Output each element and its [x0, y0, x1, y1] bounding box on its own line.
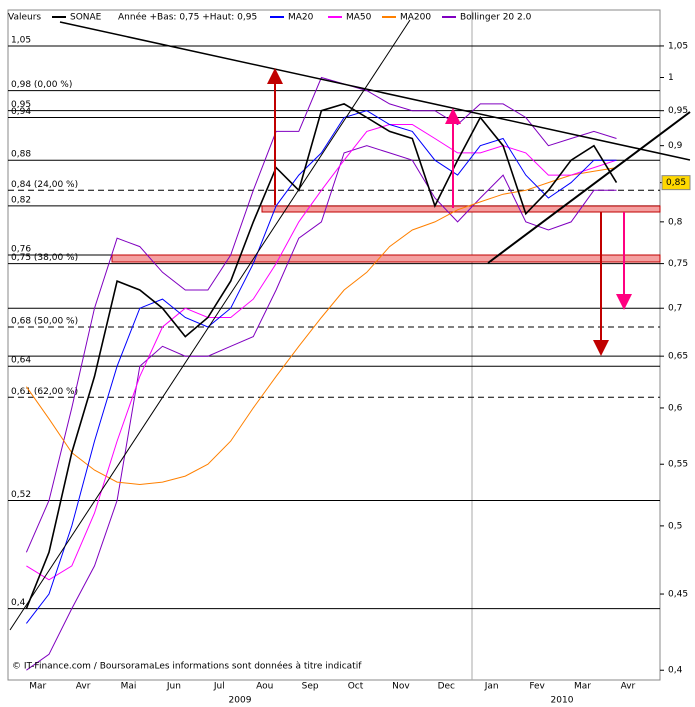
level-label: 0,68 (50,00 %): [11, 316, 78, 326]
y-tick-label: 0,55: [668, 460, 688, 470]
level-label: 1,05: [11, 35, 31, 45]
x-tick-label: Oct: [348, 682, 364, 692]
y-tick-label: 1,05: [668, 41, 688, 51]
x-tick-label: Fev: [529, 682, 545, 692]
header: Valeurs: [8, 13, 41, 23]
y-tick-label: 0,9: [668, 141, 683, 151]
x-tick-label: Jun: [166, 682, 181, 692]
level-label: 0,94: [11, 107, 31, 117]
y-tick-label: 0,65: [668, 352, 688, 362]
trend-line: [59, 21, 691, 161]
x-tick-label: Jul: [213, 682, 225, 692]
arrows: [267, 68, 632, 356]
y-tick-label: 0,5: [668, 521, 682, 531]
trend-lines: [9, 19, 691, 631]
level-label: 0,52: [11, 490, 31, 500]
y-tick-label: 0,6: [668, 403, 683, 413]
x-tick-label: Nov: [392, 682, 410, 692]
series-line: [25, 103, 618, 609]
y-tick-label: 1: [668, 73, 674, 83]
level-label: 0,64: [11, 356, 31, 366]
series-line: [26, 124, 617, 581]
year-label: 2010: [551, 696, 574, 706]
x-tick-label: Jan: [484, 682, 499, 692]
x-tick-label: Aou: [256, 682, 273, 692]
legend-label: Bollinger 20 2.0: [460, 13, 532, 23]
y-tick-label: 0,4: [668, 666, 683, 676]
legend-label: MA20: [288, 13, 314, 23]
plot-frame: [7, 9, 661, 681]
trend-line: [487, 111, 691, 264]
legend-label: MA50: [346, 13, 372, 23]
level-label: 0,84 (24,00 %): [11, 180, 78, 190]
x-tick-label: Sep: [302, 682, 319, 692]
trend-line: [9, 19, 411, 631]
x-tick-label: Mar: [29, 682, 46, 692]
support-band: [111, 254, 661, 263]
level-label: 0,76: [11, 245, 31, 255]
x-tick-label: Mai: [121, 682, 137, 692]
x-tick-label: Dec: [438, 682, 455, 692]
y-tick-label: 0,95: [668, 106, 688, 116]
year-label: 2009: [229, 696, 252, 706]
legend-label: MA200: [400, 13, 431, 23]
y-tick-label: 0,75: [668, 259, 688, 269]
level-label: 0,82: [11, 195, 31, 205]
level-label: 0,98 (0,00 %): [11, 80, 72, 90]
series-line: [25, 76, 617, 553]
footer: © IT-Finance.com / BoursoramaLes informa…: [12, 661, 362, 672]
level-label: 0,75 (38,00 %): [11, 253, 78, 263]
level-label: 0,4: [11, 598, 26, 608]
y-tick-label: 0,7: [668, 304, 682, 314]
last-price-label: 0,85: [666, 178, 686, 188]
series-line: [26, 110, 617, 624]
x-tick-label: Avr: [621, 682, 636, 692]
subtitle: Année +Bas: 0,75 +Haut: 0,95: [118, 12, 257, 23]
y-tick-label: 0,45: [668, 590, 688, 600]
x-tick-label: Mar: [574, 682, 591, 692]
x-tick-label: Avr: [76, 682, 91, 692]
last-price-box: [661, 175, 691, 191]
y-tick-label: 0,8: [668, 217, 683, 227]
legend-label: SONAE: [70, 13, 102, 23]
level-label: 0,61 (62,00 %): [11, 387, 78, 397]
level-label: 0,88: [11, 150, 31, 160]
level-label: 0,95: [11, 100, 31, 110]
